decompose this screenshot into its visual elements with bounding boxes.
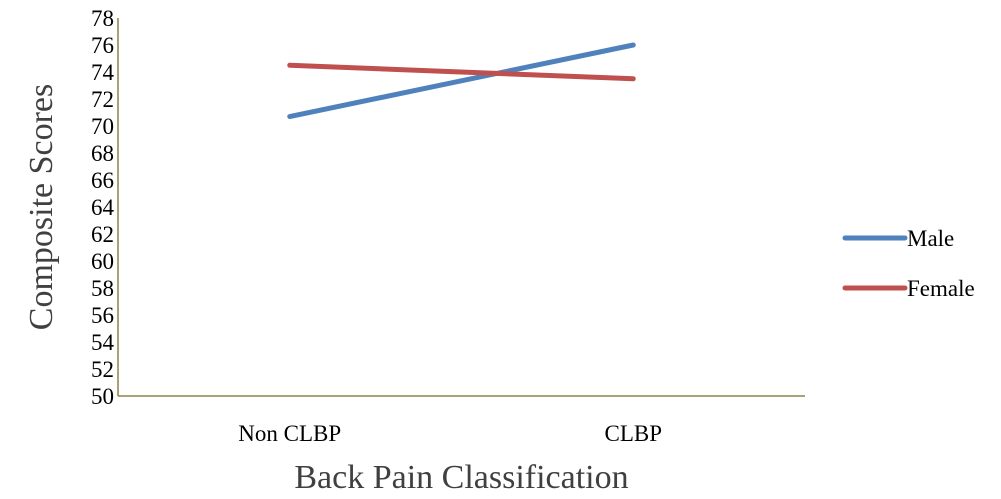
y-tick-label: 72	[91, 87, 114, 112]
x-tick-label: CLBP	[604, 421, 662, 446]
y-tick-label: 78	[91, 6, 114, 31]
x-axis-ticks: Non CLBP CLBP	[238, 421, 662, 446]
legend-label-male: Male	[907, 226, 954, 251]
y-tick-label: 58	[91, 276, 114, 301]
legend-label-female: Female	[907, 276, 975, 301]
y-tick-label: 70	[91, 114, 114, 139]
y-tick-label: 52	[91, 357, 114, 382]
legend: Male Female	[842, 226, 975, 301]
y-tick-label: 54	[91, 330, 115, 355]
series-lines	[287, 42, 636, 120]
y-tick-label: 66	[91, 168, 114, 193]
y-tick-label: 76	[91, 33, 114, 58]
y-tick-label: 50	[91, 384, 114, 409]
y-tick-label: 74	[91, 60, 115, 85]
y-tick-label: 56	[91, 303, 114, 328]
y-axis-title: Composite Scores	[23, 84, 60, 330]
series-line-male	[287, 42, 636, 120]
y-tick-label: 60	[91, 249, 114, 274]
x-tick-label: Non CLBP	[238, 421, 341, 446]
y-tick-label: 62	[91, 222, 114, 247]
y-tick-label: 68	[91, 141, 114, 166]
x-axis-title: Back Pain Classification	[294, 459, 628, 496]
series-line-female	[287, 62, 636, 82]
y-tick-label: 64	[91, 195, 115, 220]
